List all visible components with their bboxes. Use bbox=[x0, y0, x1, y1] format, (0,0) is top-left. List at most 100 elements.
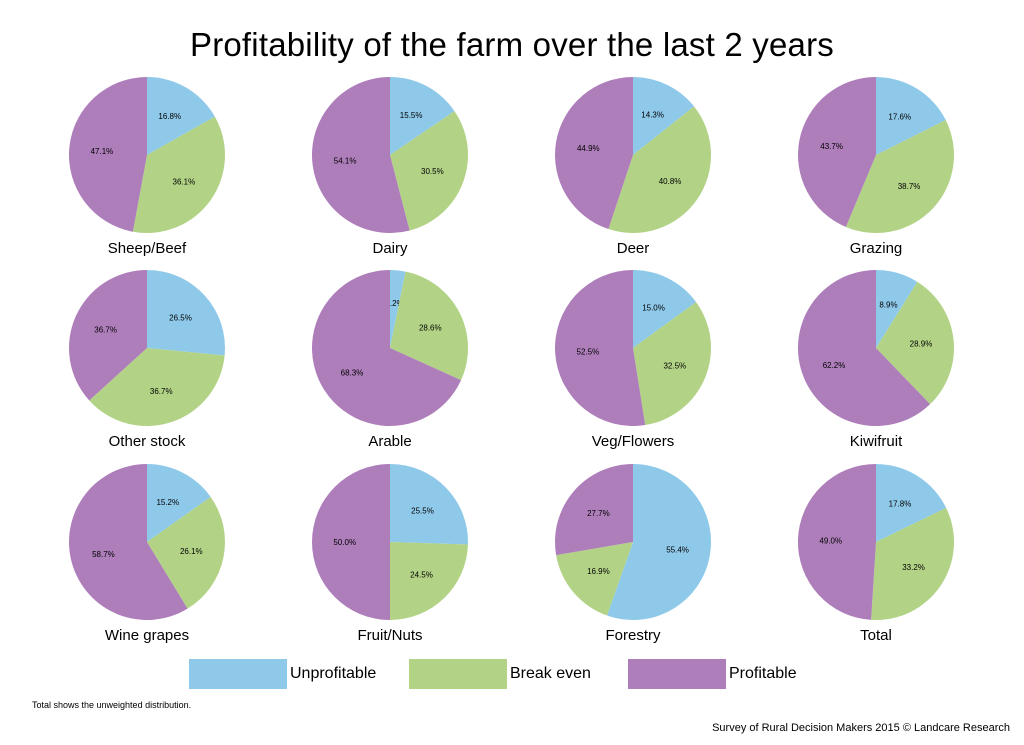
pie-slice-profitable bbox=[797, 270, 931, 426]
pie-slice-break-even bbox=[556, 542, 633, 616]
legend-swatch-profitable bbox=[628, 659, 726, 689]
data-label: 47.1% bbox=[91, 147, 114, 156]
legend-label-profitable: Profitable bbox=[729, 665, 797, 682]
pie-slice-unprofitable bbox=[876, 77, 946, 155]
chart-title: Profitability of the farm over the last … bbox=[189, 26, 834, 63]
pie-kiwifruit: 8.9% 28.9% 62.2% Kiwifruit bbox=[797, 270, 954, 450]
pie-name-label: Forestry bbox=[605, 627, 661, 644]
pie-slice-unprofitable bbox=[633, 77, 695, 155]
data-label: 68.3% bbox=[341, 369, 364, 378]
pie-slice-profitable bbox=[312, 464, 390, 620]
data-label: 50.0% bbox=[333, 538, 356, 547]
pie-name-label: Kiwifruit bbox=[850, 433, 903, 450]
pie-veg-flowers: 15.0% 32.5% 52.5% Veg/Flowers bbox=[555, 270, 711, 450]
pie-slice-break-even bbox=[390, 271, 468, 381]
pie-name-label: Grazing bbox=[850, 240, 903, 257]
pie-slice-break-even bbox=[147, 496, 225, 609]
data-label: 62.2% bbox=[823, 361, 846, 370]
pie-slice-profitable bbox=[555, 464, 633, 556]
pie-name-label: Fruit/Nuts bbox=[357, 627, 422, 644]
footnote: Total shows the unweighted distribution. bbox=[32, 700, 192, 710]
pie-other-stock: 26.5% 36.7% 36.7% Other stock bbox=[69, 270, 225, 450]
data-label: 44.9% bbox=[577, 144, 600, 153]
pie-deer: 14.3% 40.8% 44.9% Deer bbox=[554, 77, 712, 257]
data-label: 28.9% bbox=[910, 339, 933, 348]
data-label: 33.2% bbox=[902, 563, 925, 572]
pie-slice-profitable bbox=[797, 463, 876, 620]
data-label: 25.5% bbox=[411, 507, 434, 516]
data-label: 27.7% bbox=[587, 509, 610, 518]
data-label: 36.7% bbox=[150, 387, 173, 396]
pie-arable: 3.2% 28.6% 68.3% Arable bbox=[311, 270, 468, 450]
pie-name-label: Dairy bbox=[372, 240, 408, 257]
data-label: 14.3% bbox=[641, 110, 664, 119]
pie-slice-break-even bbox=[876, 281, 954, 405]
pie-slice-profitable bbox=[554, 77, 633, 230]
legend-label-unprofitable: Unprofitable bbox=[290, 665, 377, 682]
pie-name-label: Deer bbox=[617, 240, 650, 257]
data-label: 58.7% bbox=[92, 550, 115, 559]
pie-slice-break-even bbox=[390, 111, 469, 231]
pie-slice-unprofitable bbox=[147, 270, 225, 356]
pie-wine-grapes: 15.2% 26.1% 58.7% Wine grapes bbox=[68, 464, 225, 644]
legend-swatch-unprofitable bbox=[189, 659, 287, 689]
pie-grazing: 17.6% 38.7% 43.7% Grazing bbox=[797, 77, 955, 257]
data-label: 16.9% bbox=[587, 567, 610, 576]
pie-dairy: 15.5% 30.5% 54.1% Dairy bbox=[311, 76, 469, 257]
pie-slice-profitable bbox=[68, 77, 147, 232]
source-credit: Survey of Rural Decision Makers 2015 © L… bbox=[712, 722, 1010, 734]
data-label: 8.9% bbox=[879, 301, 897, 310]
pie-slice-break-even bbox=[89, 348, 225, 426]
data-label: 40.8% bbox=[659, 177, 682, 186]
pie-slice-break-even bbox=[871, 507, 955, 621]
data-label: 3.2% bbox=[385, 299, 403, 308]
data-label: 52.5% bbox=[577, 348, 600, 357]
pie-slice-break-even bbox=[608, 106, 712, 234]
pie-name-label: Sheep/Beef bbox=[108, 240, 187, 257]
pie-slice-profitable bbox=[311, 76, 410, 234]
pie-name-label: Other stock bbox=[109, 433, 186, 450]
pie-slice-unprofitable bbox=[633, 270, 697, 348]
pie-slice-unprofitable bbox=[390, 464, 468, 545]
data-label: 17.8% bbox=[889, 500, 912, 509]
pie-slice-profitable bbox=[555, 270, 646, 426]
data-label: 15.2% bbox=[156, 498, 179, 507]
data-label: 49.0% bbox=[819, 537, 842, 546]
data-label: 16.8% bbox=[158, 112, 181, 121]
pie-name-label: Wine grapes bbox=[105, 627, 189, 644]
data-label: 32.5% bbox=[663, 361, 686, 370]
data-label: 38.7% bbox=[898, 182, 921, 191]
pie-sheep-beef: 16.8% 36.1% 47.1% Sheep/Beef bbox=[68, 77, 225, 257]
pie-slice-profitable bbox=[797, 77, 876, 227]
pie-name-label: Veg/Flowers bbox=[592, 433, 675, 450]
pie-slice-profitable bbox=[68, 464, 188, 620]
data-label: 30.5% bbox=[421, 167, 444, 176]
pie-slice-unprofitable bbox=[147, 464, 211, 542]
pie-slice-break-even bbox=[132, 116, 225, 233]
pie-fruit-nuts: 25.5% 24.5% 50.0% Fruit/Nuts bbox=[312, 464, 468, 644]
pie-slice-unprofitable bbox=[876, 270, 918, 348]
pie-slice-break-even bbox=[845, 120, 955, 234]
pie-slice-break-even bbox=[390, 542, 468, 620]
pie-slice-unprofitable bbox=[390, 270, 406, 348]
pie-slice-profitable bbox=[311, 270, 462, 427]
pie-name-label: Arable bbox=[368, 433, 411, 450]
data-label: 26.1% bbox=[180, 547, 203, 556]
pie-slice-unprofitable bbox=[147, 77, 215, 155]
data-label: 15.0% bbox=[642, 304, 665, 313]
legend-swatch-break-even bbox=[409, 659, 507, 689]
data-label: 26.5% bbox=[169, 314, 192, 323]
data-label: 28.6% bbox=[419, 323, 442, 332]
pie-slice-break-even bbox=[633, 302, 711, 426]
data-label: 17.6% bbox=[888, 113, 911, 122]
data-label: 55.4% bbox=[666, 546, 689, 555]
pie-name-label: Total bbox=[860, 627, 892, 644]
pie-slice-profitable bbox=[69, 270, 147, 401]
data-label: 24.5% bbox=[410, 570, 433, 579]
pie-total: 17.8% 33.2% 49.0% Total bbox=[797, 463, 955, 644]
pie-slice-unprofitable bbox=[607, 464, 712, 620]
pie-forestry: 55.4% 16.9% 27.7% Forestry bbox=[555, 464, 712, 644]
data-label: 36.7% bbox=[94, 326, 117, 335]
data-label: 36.1% bbox=[173, 177, 196, 186]
